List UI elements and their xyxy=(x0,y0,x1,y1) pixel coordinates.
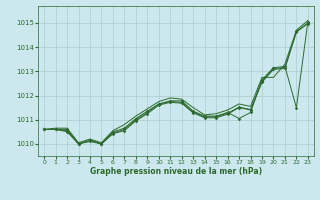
X-axis label: Graphe pression niveau de la mer (hPa): Graphe pression niveau de la mer (hPa) xyxy=(90,167,262,176)
